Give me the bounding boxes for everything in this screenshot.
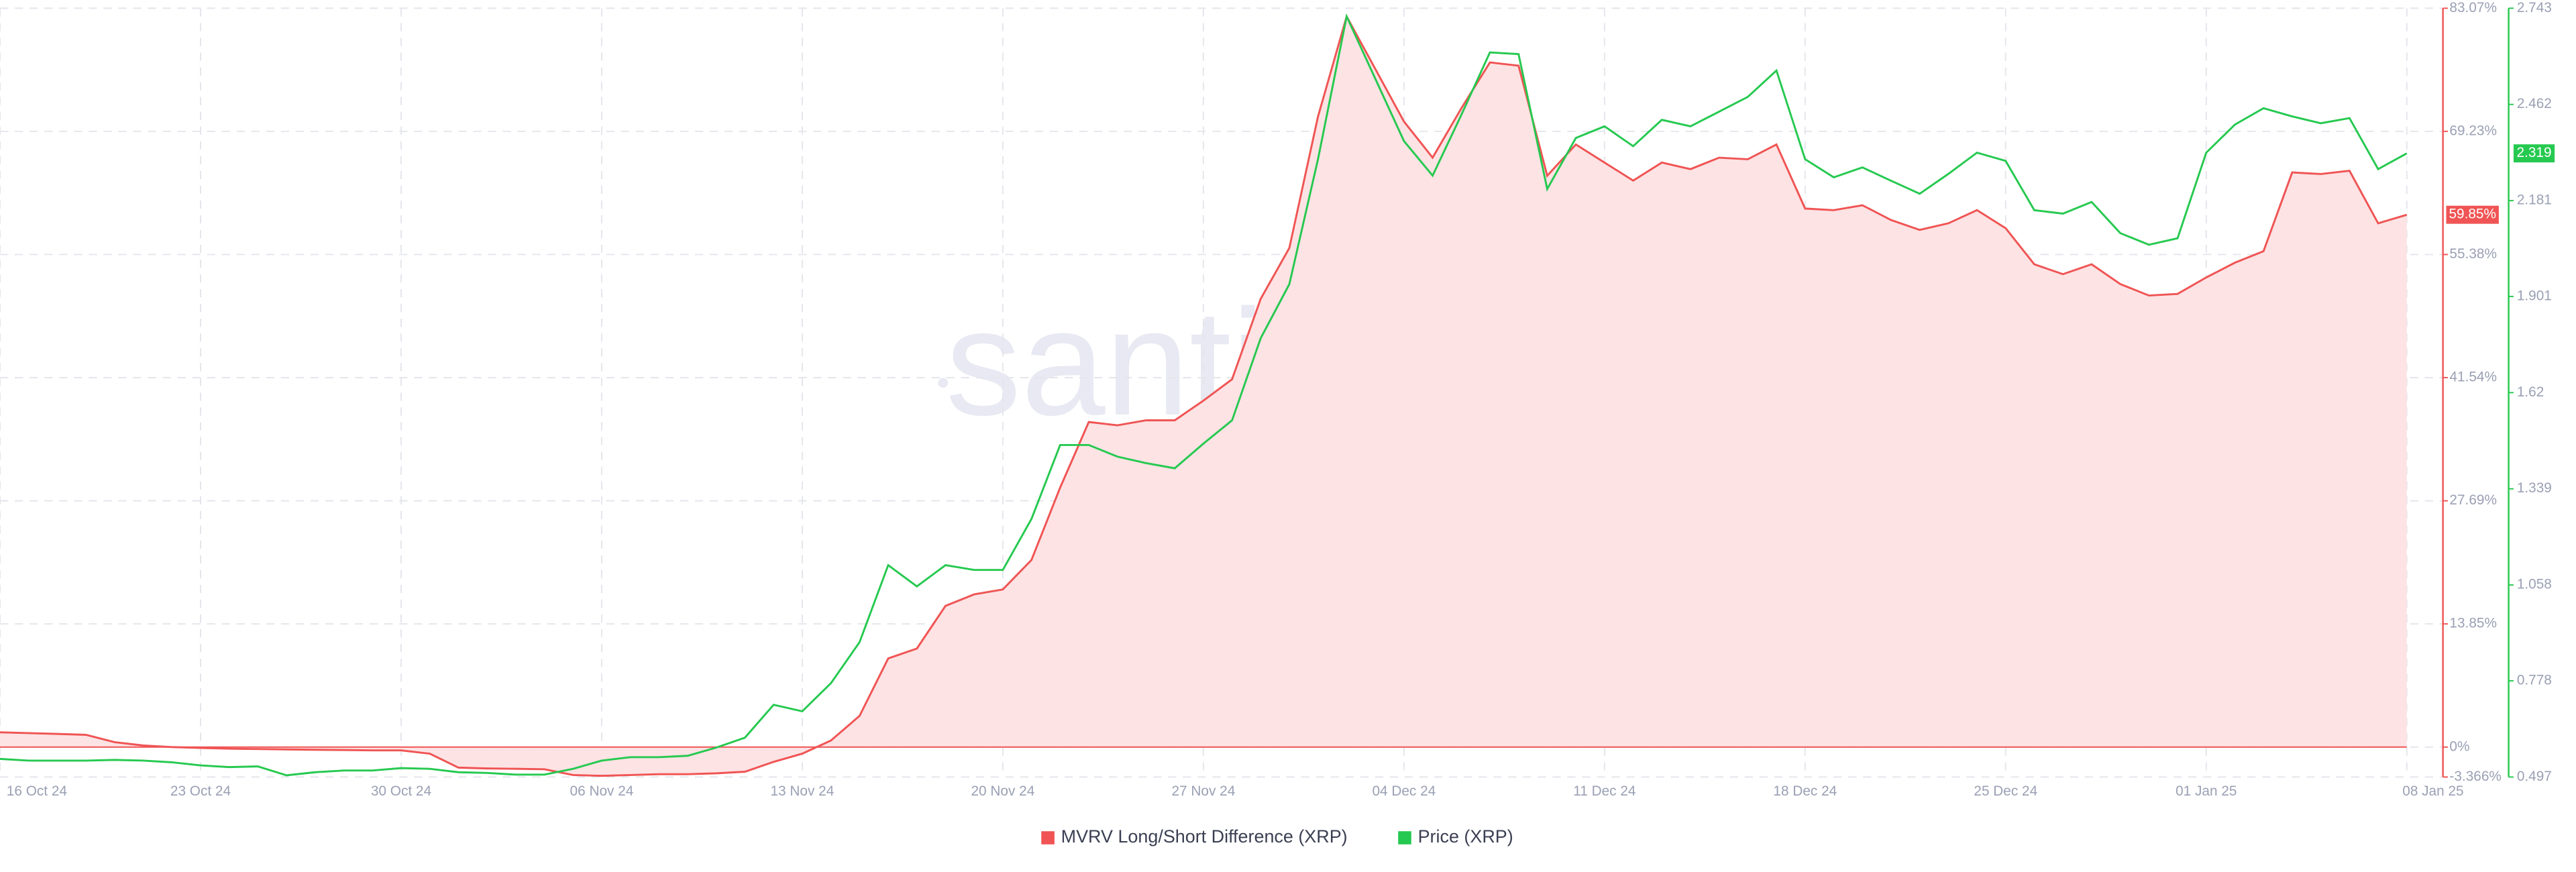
x-tick-label: 20 Nov 24 bbox=[971, 783, 1034, 799]
x-tick-label: 06 Nov 24 bbox=[570, 783, 634, 799]
watermark-dot bbox=[938, 378, 949, 388]
x-tick-label: 18 Dec 24 bbox=[1773, 783, 1837, 799]
y-tick-label: 27.69% bbox=[2449, 492, 2497, 508]
y-tick-label: 55.38% bbox=[2449, 246, 2497, 262]
x-tick-label: 04 Dec 24 bbox=[1372, 783, 1436, 799]
x-tick-label: 13 Nov 24 bbox=[771, 783, 835, 799]
y2-tick-label: 2.743 bbox=[2517, 0, 2552, 15]
y2-tick-label: 1.901 bbox=[2517, 288, 2552, 303]
series-line bbox=[0, 13, 2408, 777]
last-value-tag bbox=[2446, 205, 2499, 224]
x-tick-label: 16 Oct 24 bbox=[7, 783, 67, 799]
y2-tick-label: 1.62 bbox=[2517, 384, 2544, 400]
legend-label: Price (XRP) bbox=[1418, 826, 1513, 847]
x-tick-label: 01 Jan 25 bbox=[2176, 783, 2237, 799]
last-value-label: 2.319 bbox=[2517, 145, 2552, 160]
legend-swatch bbox=[1398, 831, 1411, 844]
x-tick-label: 11 Dec 24 bbox=[1573, 783, 1635, 799]
y-tick-label: 0% bbox=[2449, 739, 2469, 754]
y2-tick-label: 2.462 bbox=[2517, 96, 2552, 111]
series-line bbox=[0, 13, 2408, 777]
y2-tick-label: 1.058 bbox=[2517, 577, 2552, 592]
x-tick-label: 30 Oct 24 bbox=[371, 783, 431, 799]
last-value-label: 59.85% bbox=[2449, 207, 2496, 222]
y2-tick-label: 2.181 bbox=[2517, 193, 2552, 208]
x-tick-label: 25 Dec 24 bbox=[1974, 783, 2037, 799]
x-tick-label: 08 Jan 25 bbox=[2402, 783, 2463, 799]
area-fill bbox=[0, 16, 2407, 776]
y-tick-label: 83.07% bbox=[2449, 0, 2497, 15]
y2-tick-label: 0.778 bbox=[2517, 673, 2552, 688]
last-value-tag bbox=[2513, 144, 2555, 163]
x-tick-label: 27 Nov 24 bbox=[1171, 783, 1235, 799]
y-tick-label: 41.54% bbox=[2449, 369, 2497, 384]
legend-label: MVRV Long/Short Difference (XRP) bbox=[1061, 826, 1348, 847]
legend: MVRV Long/Short Difference (XRP) Price (X… bbox=[1041, 826, 1513, 847]
legend-swatch bbox=[1041, 831, 1055, 844]
x-tick-label: 23 Oct 24 bbox=[170, 783, 231, 799]
y2-tick-label: 0.497 bbox=[2517, 769, 2552, 784]
y-tick-label: -3.366% bbox=[2449, 769, 2501, 784]
y2-tick-label: 1.339 bbox=[2517, 480, 2552, 496]
y-tick-label: 69.23% bbox=[2449, 123, 2497, 138]
y-tick-label: 13.85% bbox=[2449, 616, 2497, 631]
